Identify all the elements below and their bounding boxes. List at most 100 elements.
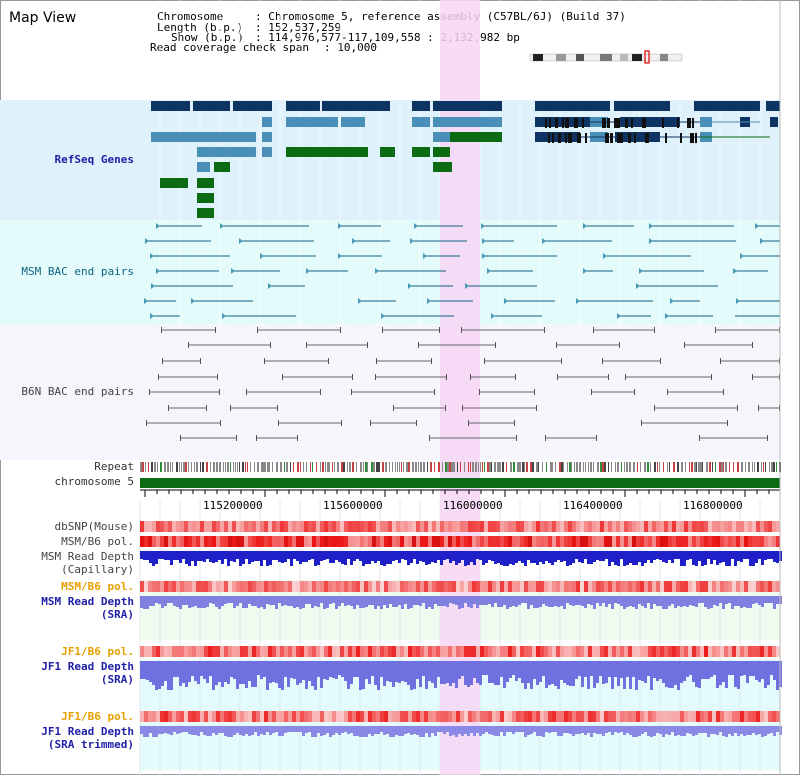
msm-b6-pol-label[interactable]: MSM/B6 pol.	[61, 535, 134, 548]
bac-end-marker	[715, 327, 716, 333]
jf1-read-depth-trimmed-label[interactable]: JF1 Read Depth	[41, 725, 134, 738]
chromosome-label: Chromosome	[157, 10, 224, 23]
heatmap-cell	[564, 711, 568, 722]
depth-bar	[368, 551, 371, 564]
heatmap-cell	[452, 646, 456, 657]
heatmap-cell	[524, 711, 528, 722]
bac-end-marker	[410, 238, 414, 244]
dbsnp-track-label[interactable]: dbSNP(Mouse)	[54, 520, 134, 533]
bac-end-marker	[188, 342, 189, 348]
heatmap-cell	[684, 581, 688, 592]
bac-end-marker	[557, 374, 558, 380]
bac-end-marker	[556, 342, 557, 348]
depth-bar	[413, 661, 416, 689]
repeat-element	[526, 462, 528, 472]
jf1-b6-pol-label[interactable]: JF1/B6 pol.	[61, 645, 134, 658]
heatmap-cell	[616, 646, 620, 657]
depth-bar	[356, 661, 359, 677]
jf1-b6-pol2-label[interactable]: JF1/B6 pol.	[61, 710, 134, 723]
bac-end-marker	[239, 238, 243, 244]
repeat-element	[148, 462, 149, 472]
depth-bar	[416, 596, 419, 605]
b6n-bac-track-label[interactable]: B6N BAC end pairs	[21, 385, 134, 398]
heatmap-cell	[152, 646, 156, 657]
depth-bar	[347, 596, 350, 605]
depth-bar	[185, 596, 188, 605]
depth-bar	[659, 726, 662, 734]
chromosome-track-label[interactable]: chromosome 5	[54, 475, 134, 488]
depth-bar	[266, 726, 269, 732]
repeat-element	[506, 462, 507, 472]
heatmap-cell	[444, 521, 448, 532]
bac-end-marker	[603, 253, 607, 259]
repeat-element	[561, 462, 563, 472]
depth-bar	[617, 726, 620, 733]
depth-bar	[158, 726, 161, 734]
repeat-element	[489, 462, 491, 472]
repeat-element	[696, 462, 697, 472]
repeat-element	[267, 462, 269, 472]
heatmap-cell	[696, 711, 700, 722]
refseq-genes[interactable]	[151, 101, 780, 218]
msm-read-depth-capillary-label[interactable]: MSM Read Depth	[41, 550, 134, 563]
heatmap-cell	[492, 711, 496, 722]
heatmap-cell	[568, 521, 572, 532]
heatmap-cell	[276, 711, 280, 722]
depth-bar	[572, 551, 575, 563]
depth-bar	[299, 596, 302, 609]
depth-bar	[482, 551, 485, 565]
heatmap-cell	[636, 521, 640, 532]
jf1-read-depth-sra-label[interactable]: JF1 Read Depth	[41, 660, 134, 673]
repeat-track[interactable]	[140, 462, 781, 472]
heatmap-cell	[216, 581, 220, 592]
heatmap-cell	[500, 581, 504, 592]
repeat-element	[356, 462, 357, 472]
read-depth-tracks[interactable]	[140, 551, 782, 737]
heatmap-cell	[400, 581, 404, 592]
heatmap-cell	[532, 536, 536, 547]
selected-region-highlight[interactable]	[440, 0, 480, 775]
repeat-element	[332, 462, 333, 472]
b6n-bac-pairs[interactable]	[146, 327, 780, 441]
depth-bar	[425, 596, 428, 609]
bac-end-marker	[758, 405, 759, 411]
heatmap-cell	[480, 711, 484, 722]
bac-end-marker	[268, 283, 272, 289]
heatmap-cell	[488, 521, 492, 532]
depth-bar	[539, 551, 542, 562]
heatmap-cell	[644, 581, 648, 592]
depth-bar	[242, 661, 245, 684]
heatmap-cell	[620, 711, 624, 722]
heatmap-cell	[364, 536, 368, 547]
heatmap-tracks[interactable]	[140, 521, 780, 722]
heatmap-cell	[444, 581, 448, 592]
heatmap-cell	[680, 711, 684, 722]
depth-bar	[503, 551, 506, 566]
depth-bar	[284, 726, 287, 733]
msm-b6-pol2-label[interactable]: MSM/B6 pol.	[61, 580, 134, 593]
repeat-element	[303, 462, 304, 472]
heatmap-cell	[288, 521, 292, 532]
bac-end-marker	[340, 327, 341, 333]
heatmap-cell	[164, 646, 168, 657]
depth-bar	[152, 551, 155, 566]
depth-bar	[740, 551, 743, 562]
repeat-element	[164, 462, 166, 472]
bac-end-marker	[495, 342, 496, 348]
msm-bac-pairs[interactable]	[144, 223, 780, 319]
heatmap-cell	[220, 581, 224, 592]
repeat-track-label[interactable]: Repeat	[94, 460, 134, 473]
depth-bar	[176, 551, 179, 560]
msm-bac-track-label[interactable]: MSM BAC end pairs	[21, 265, 134, 278]
heatmap-cell	[164, 536, 168, 547]
refseq-track-label[interactable]: RefSeq Genes	[54, 153, 134, 166]
msm-read-depth-capillary-sub: (Capillary)	[61, 563, 134, 576]
heatmap-cell	[204, 581, 208, 592]
depth-bar	[725, 551, 728, 566]
chromosome-bar[interactable]	[140, 478, 780, 488]
chromosome-ideogram[interactable]	[529, 50, 683, 64]
heatmap-cell	[168, 521, 172, 532]
depth-bar	[371, 596, 374, 605]
msm-read-depth-sra-label[interactable]: MSM Read Depth	[41, 595, 134, 608]
